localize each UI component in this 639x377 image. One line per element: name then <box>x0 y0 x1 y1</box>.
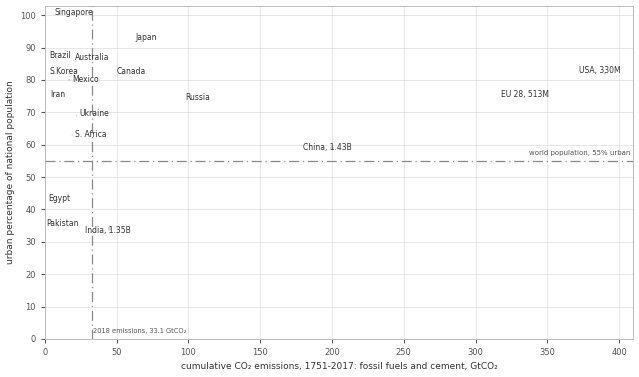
Ellipse shape <box>108 227 111 230</box>
Text: Ukraine: Ukraine <box>79 109 109 118</box>
Text: S.Korea: S.Korea <box>49 67 78 77</box>
Text: Russia: Russia <box>185 93 210 102</box>
Text: EU 28, 513M: EU 28, 513M <box>502 90 550 99</box>
Y-axis label: urban percentage of national population: urban percentage of national population <box>6 80 15 264</box>
Ellipse shape <box>56 57 57 58</box>
Text: Egypt: Egypt <box>48 194 70 202</box>
Text: S. Africa: S. Africa <box>75 130 107 139</box>
Text: Japan: Japan <box>135 34 157 43</box>
Text: Canada: Canada <box>117 67 146 77</box>
Ellipse shape <box>604 73 606 74</box>
X-axis label: cumulative CO₂ emissions, 1751-2017: fossil fuels and cement, GtCO₂: cumulative CO₂ emissions, 1751-2017: fos… <box>181 362 498 371</box>
Text: Australia: Australia <box>75 53 109 62</box>
Ellipse shape <box>330 146 334 149</box>
Text: Pakistan: Pakistan <box>46 219 79 228</box>
Ellipse shape <box>546 95 548 97</box>
Ellipse shape <box>195 99 196 100</box>
Text: Mexico: Mexico <box>72 75 99 84</box>
Text: China, 1.43B: China, 1.43B <box>304 143 352 152</box>
Text: Iran: Iran <box>50 90 66 99</box>
Text: world population, 55% urban: world population, 55% urban <box>529 150 631 156</box>
Ellipse shape <box>62 96 63 97</box>
Text: Brazil: Brazil <box>49 51 71 60</box>
Text: India, 1.35B: India, 1.35B <box>85 226 131 235</box>
Text: Singapore: Singapore <box>55 8 94 17</box>
Text: 2018 emissions, 33.1 GtCO₂: 2018 emissions, 33.1 GtCO₂ <box>93 328 187 334</box>
Text: USA, 330M: USA, 330M <box>579 66 620 75</box>
